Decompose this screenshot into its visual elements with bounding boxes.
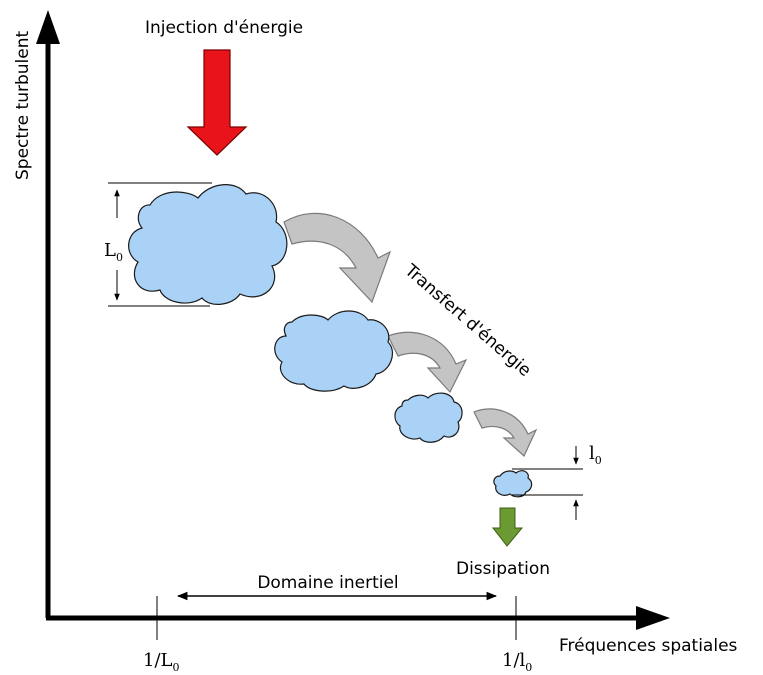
large-scale-dimension [108,182,212,307]
inertial-range-label: Domaine inertiel [257,573,398,593]
injection-arrow [186,49,248,156]
dissipation-label: Dissipation [456,559,550,579]
transfer-arrow-3 [473,408,538,457]
medium-eddy-cloud [274,310,393,392]
large-eddy-cloud [128,184,288,305]
injection-label: Injection d'énergie [145,18,303,38]
x-axis [46,606,670,630]
small-eddy-cloud [394,392,463,443]
transfer-arrow-1 [283,212,392,304]
x-tick-large-label: 1/L0 [143,650,179,674]
transfer-arrow-2 [387,331,468,394]
small-scale-dimension [512,446,583,520]
large-scale-label: L0 [104,240,123,264]
y-axis [36,10,60,618]
transfer-label: Transfert d'énergie [400,260,535,381]
x-axis-label: Fréquences spatiales [559,636,738,656]
x-tick-small-label: 1/l0 [502,650,532,674]
small-scale-label: l0 [589,443,602,467]
tiny-eddy-cloud [493,470,533,498]
dissipation-arrow [491,507,524,547]
y-axis-label: Spectre turbulent [13,31,33,180]
